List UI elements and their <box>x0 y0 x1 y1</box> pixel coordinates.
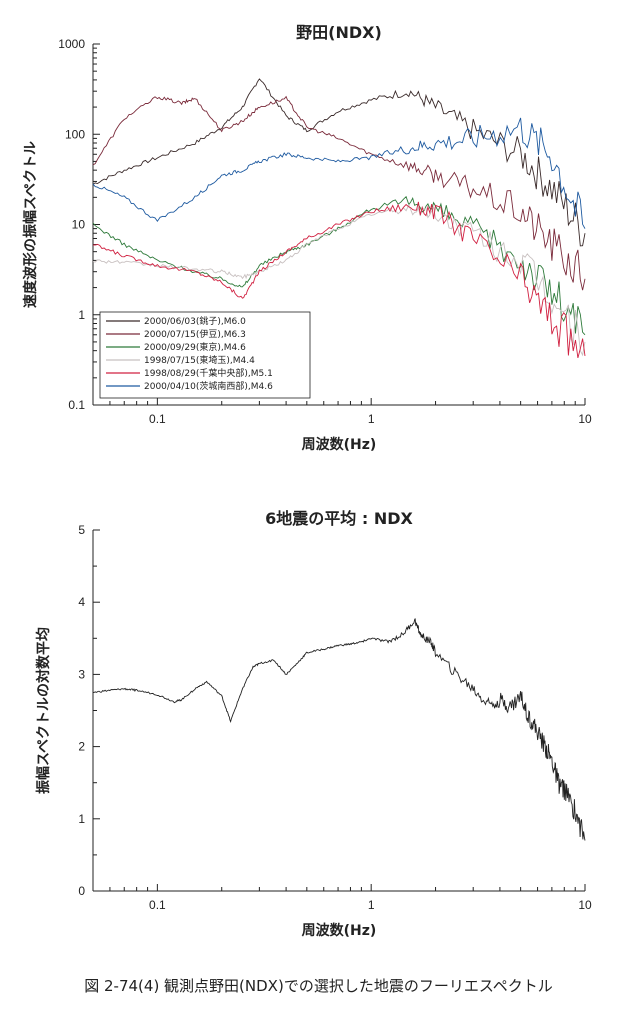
x-tick-label: 1 <box>368 898 375 912</box>
legend-label: 2000/09/29(東京),M4.6 <box>144 341 246 353</box>
y-tick-label: 1 <box>78 308 85 322</box>
series-line <box>92 95 586 291</box>
series-line <box>92 117 586 229</box>
average-spectrum-chart: 6地震の平均 : NDX 0.1 1 10 0 1 2 3 4 5 周波数(Hz) 振幅スペクトルの対… <box>35 509 592 939</box>
series-line <box>92 78 586 247</box>
legend-label: 2000/06/03(銚子),M6.0 <box>144 315 246 327</box>
legend-label: 2000/07/15(伊豆),M6.3 <box>144 328 246 340</box>
y-tick-label: 1 <box>78 812 85 826</box>
legend-label: 1998/07/15(東埼玉),M4.4 <box>144 354 255 366</box>
legend-box <box>99 311 311 399</box>
x-tick-label: 0.1 <box>149 412 166 426</box>
figure-caption: 図 2-74(4) 観測点野田(NDX)での選択した地震のフーリエスペクトル <box>84 977 553 995</box>
x-tick-label: 10 <box>578 412 592 426</box>
y-tick-label: 0 <box>78 884 85 898</box>
legend-label: 1998/08/29(千葉中央部),M5.1 <box>144 367 273 379</box>
y-tick-label: 10 <box>72 218 86 232</box>
chart-title: 野田(NDX) <box>296 23 382 42</box>
x-axis-label: 周波数(Hz) <box>302 922 377 939</box>
legend-label: 2000/04/10(茨城南西部),M4.6 <box>144 380 273 392</box>
x-tick-label: 1 <box>368 412 375 426</box>
x-tick-label: 10 <box>578 898 592 912</box>
y-tick-label: 3 <box>78 667 85 681</box>
x-tick-label: 0.1 <box>149 898 166 912</box>
y-axis-label: 速度波形の振幅スペクトル <box>22 141 39 308</box>
y-tick-label: 100 <box>65 127 85 141</box>
y-tick-label: 5 <box>78 523 85 537</box>
series-line <box>92 201 586 359</box>
x-axis-label: 周波数(Hz) <box>302 436 377 453</box>
y-tick-label: 2 <box>78 740 85 754</box>
y-tick-label: 0.1 <box>68 398 85 412</box>
series-line <box>92 618 586 841</box>
y-tick-label: 4 <box>78 595 85 609</box>
spectrum-chart-ndx: 野田(NDX) 0.1 1 10 0.1 1 10 100 1000 周波数(Hz) 速度波形の振幅… <box>22 23 592 453</box>
series-line <box>92 195 586 336</box>
series-line <box>92 203 586 357</box>
chart-title: 6地震の平均 : NDX <box>265 509 413 528</box>
y-axis-label: 振幅スペクトルの対数平均 <box>35 627 52 794</box>
y-tick-label: 1000 <box>58 37 85 51</box>
